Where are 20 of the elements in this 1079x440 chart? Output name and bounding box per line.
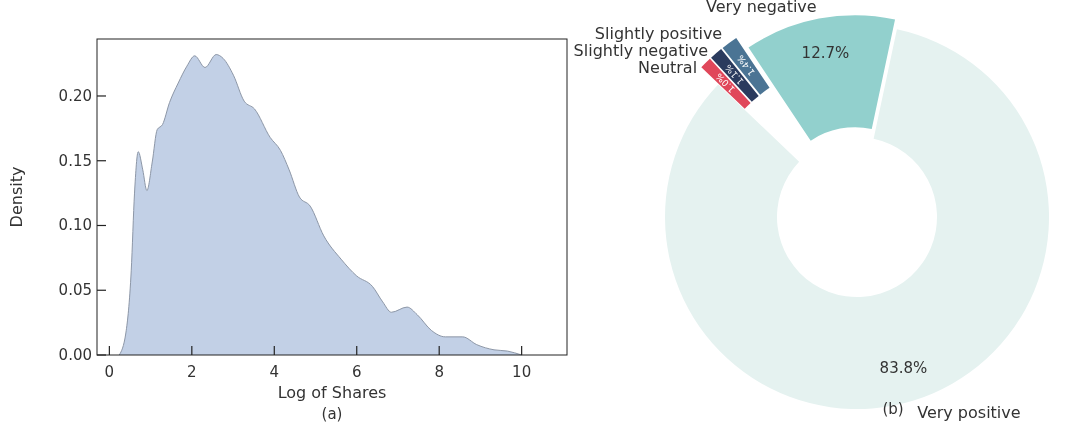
- data-label: 83.8%: [879, 358, 928, 377]
- y-tick-label: 0.05: [58, 281, 92, 300]
- y-tick-label: 0.00: [58, 346, 92, 364]
- slice-label: Very positive: [917, 402, 1021, 422]
- data-label: 12.7%: [801, 43, 850, 62]
- text: (b): [882, 400, 904, 418]
- slice-label: Slightly positive: [594, 23, 723, 43]
- slice-label: Very negative: [706, 0, 817, 17]
- x-tick-label: 4: [269, 363, 280, 381]
- x-tick-label: 0: [104, 363, 115, 381]
- x-tick-label: 8: [434, 363, 444, 381]
- x-tick-label: 6: [351, 363, 362, 381]
- y-tick-label: 0.15: [58, 151, 92, 170]
- y-axis-title: Density: [7, 166, 26, 228]
- x-tick-label: 2: [187, 363, 197, 381]
- y-tick-label: 0.20: [58, 86, 92, 105]
- x-axis-title: Log of Shares: [277, 383, 387, 402]
- x-tick-label: 10: [512, 363, 532, 381]
- y-tick-label: 0.10: [58, 216, 92, 235]
- text: (a): [321, 405, 343, 423]
